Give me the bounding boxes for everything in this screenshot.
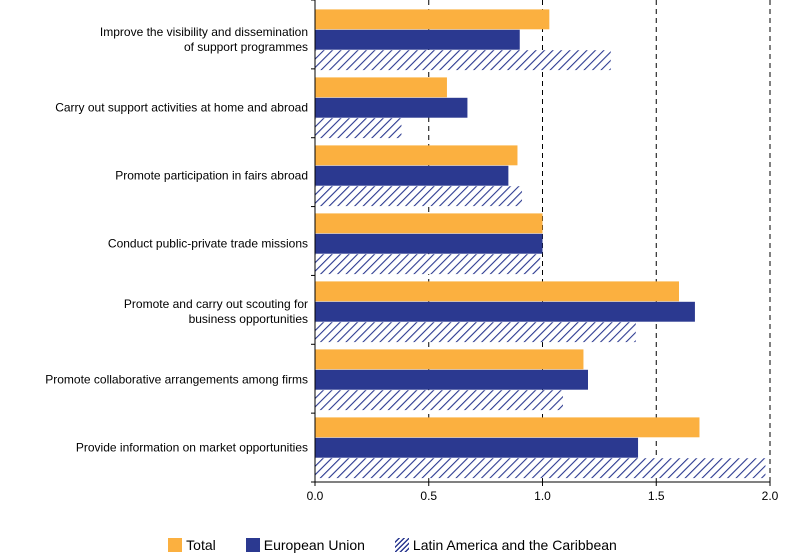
x-tick-label: 0.0	[307, 489, 324, 503]
bar	[315, 390, 563, 411]
bar	[315, 9, 550, 30]
category-label: Improve the visibility and dissemination…	[99, 25, 308, 54]
bar	[315, 145, 518, 166]
legend-label: Latin America and the Caribbean	[412, 537, 617, 553]
legend-item: Total	[168, 537, 216, 553]
bar	[315, 437, 639, 458]
bar	[315, 29, 520, 50]
legend-item: Latin America and the Caribbean	[394, 537, 617, 553]
bar	[315, 301, 695, 322]
category-label: Promote participation in fairs abroad	[115, 168, 308, 183]
bar	[315, 322, 636, 343]
category-label: Carry out support activities at home and…	[55, 100, 308, 115]
legend-label: European Union	[263, 537, 365, 553]
legend: Total European Union Latin America and the…	[0, 537, 785, 553]
bar	[315, 50, 611, 71]
bar	[315, 417, 700, 438]
bar	[315, 186, 523, 207]
legend-swatch	[168, 538, 183, 552]
x-tick-label: 1.5	[648, 489, 665, 503]
bar	[315, 77, 447, 98]
bar	[315, 213, 543, 234]
bar	[315, 165, 509, 186]
x-tick-label: 1.0	[534, 489, 551, 503]
bar	[315, 369, 588, 390]
bar	[315, 349, 584, 370]
legend-item: European Union	[245, 537, 365, 553]
bar	[315, 233, 543, 254]
bar	[315, 254, 541, 275]
category-label: Provide information on market opportunit…	[75, 440, 308, 455]
legend-swatch	[245, 538, 260, 552]
bar	[315, 458, 766, 479]
category-label: Promote and carry out scouting for busin…	[123, 297, 308, 326]
category-label: Promote collaborative arrangements among…	[45, 372, 308, 387]
legend-swatch	[394, 538, 409, 552]
legend-label: Total	[186, 537, 216, 553]
bar	[315, 281, 679, 302]
bar	[315, 118, 402, 139]
category-label: Conduct public-private trade missions	[107, 236, 308, 251]
x-tick-label: 0.5	[420, 489, 437, 503]
x-tick-label: 2.0	[762, 489, 779, 503]
bar	[315, 97, 468, 118]
